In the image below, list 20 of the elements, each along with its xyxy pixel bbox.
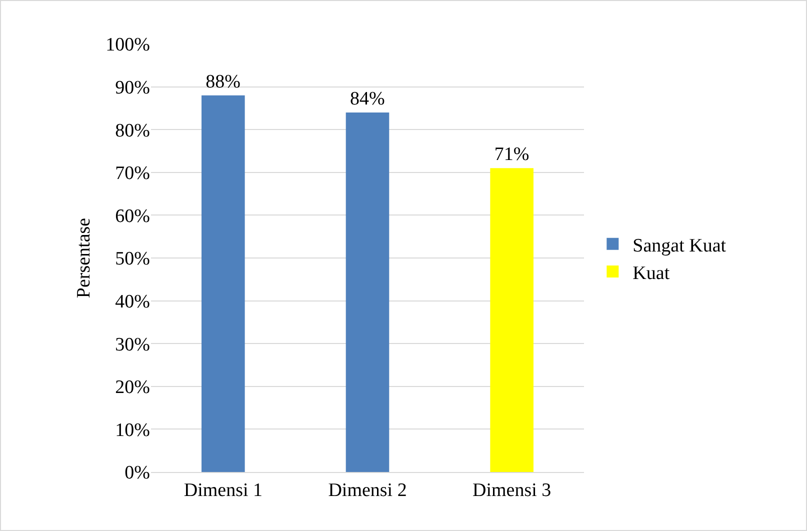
x-tick-label: Dimensi 1 [184, 480, 262, 501]
y-tick-label: 30% [115, 334, 150, 356]
data-label: 88% [206, 71, 241, 92]
y-tick-label: 70% [115, 163, 150, 184]
y-tick-label: 90% [115, 77, 150, 98]
data-label: 71% [494, 144, 530, 166]
legend-label: Kuat [632, 262, 670, 284]
y-tick-label: 0% [124, 462, 150, 484]
y-tick-label: 50% [115, 248, 150, 270]
y-tick-label: 20% [115, 377, 150, 398]
legend-label: Sangat Kuat [632, 235, 727, 256]
y-tick-label: 40% [115, 291, 150, 312]
y-tick-label: 60% [115, 206, 150, 227]
x-tick-label: Dimensi 2 [328, 480, 407, 501]
y-axis-title: Persentase [74, 218, 95, 298]
y-tick-label: 100% [106, 34, 150, 56]
data-label: 84% [350, 88, 385, 110]
y-tick-label: 10% [115, 420, 150, 441]
x-tick-label: Dimensi 3 [472, 480, 552, 501]
y-tick-label: 80% [115, 120, 150, 142]
